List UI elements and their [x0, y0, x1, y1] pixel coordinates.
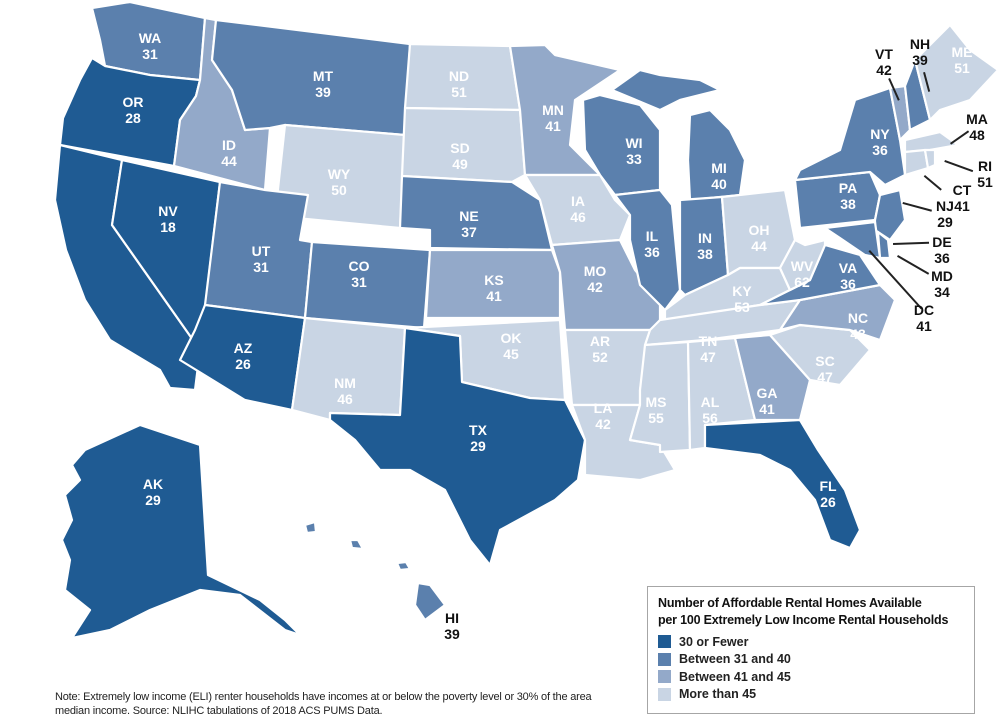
state-RI [923, 148, 937, 170]
label-ct: CT 41 [952, 182, 972, 214]
legend-title: Number of Affordable Rental Homes Availa… [658, 596, 949, 627]
label-wi: WI 33 [625, 135, 643, 167]
label-va: VA 36 [838, 260, 858, 292]
state-MD [823, 220, 882, 260]
label-co: CO 31 [348, 258, 370, 290]
label-ar: AR 52 [589, 333, 611, 365]
label-az: AZ 26 [233, 340, 253, 372]
state-MA [903, 130, 960, 154]
label-ia: IA 46 [570, 193, 586, 225]
label-mi: MI 40 [711, 160, 727, 192]
label-de: DE 36 [932, 234, 952, 266]
label-ny: NY 36 [870, 126, 890, 158]
label-md: MD 34 [931, 268, 953, 300]
state-GA [733, 333, 812, 422]
legend-item-31-40: Between 31 and 40 [658, 651, 964, 669]
label-mn: MN 41 [542, 102, 564, 134]
label-vt: VT 42 [875, 46, 893, 78]
state-HI-4 [413, 581, 447, 622]
state-MI [686, 108, 747, 202]
label-hi: HI 39 [444, 610, 460, 642]
legend-item-more-than-45: More than 45 [658, 686, 964, 704]
label-la: LA 42 [593, 400, 613, 432]
label-wv: WV 62 [790, 258, 814, 290]
label-mo: MO 42 [583, 263, 607, 295]
state-HI-3 [395, 560, 412, 572]
label-pa: PA 38 [838, 180, 858, 212]
legend-swatch [658, 687, 671, 701]
label-ks: KS 41 [484, 272, 504, 304]
state-WV [778, 238, 827, 292]
label-ne: NE 37 [459, 208, 479, 240]
label-id: ID 44 [221, 137, 237, 169]
label-tn: TN 47 [698, 333, 718, 365]
label-mt: MT 39 [312, 68, 334, 100]
state-NJ [873, 188, 907, 242]
state-SD [400, 106, 527, 184]
label-nv: NV 18 [158, 203, 178, 235]
state-HI-2 [348, 538, 365, 551]
label-in: IN 38 [697, 230, 713, 262]
state-FL [703, 418, 862, 550]
label-ok: OK 45 [500, 330, 522, 362]
label-ga: GA 41 [756, 385, 778, 417]
state-TX [328, 326, 587, 567]
label-dc: DC 41 [913, 302, 935, 334]
label-ri: RI 51 [977, 158, 993, 190]
map-legend: Number of Affordable Rental Homes Availa… [647, 586, 975, 714]
state-KS [424, 248, 562, 320]
label-ca: CA 23 [96, 390, 118, 422]
label-oh: OH 44 [748, 222, 770, 254]
legend-item-30-or-fewer: 30 or Fewer [658, 633, 964, 651]
label-wy: WY 50 [327, 166, 351, 198]
label-nj: NJ 29 [936, 198, 954, 230]
state-AK [60, 423, 302, 640]
label-il: IL 36 [644, 228, 660, 260]
legend-item-41-45: Between 41 and 45 [658, 668, 964, 686]
label-ut: UT 31 [251, 243, 271, 275]
state-MI-UP [610, 68, 722, 112]
label-me: ME 51 [951, 44, 973, 76]
label-ky: KY 53 [732, 283, 752, 315]
label-tx: TX 29 [469, 422, 487, 454]
state-ME [913, 23, 1000, 122]
source-note: Note: Extremely low income (ELI) renter … [55, 691, 592, 717]
label-sd: SD 49 [450, 140, 470, 172]
legend-swatch [658, 635, 671, 649]
label-sc: SC 47 [815, 353, 835, 385]
label-ma: MA 48 [966, 111, 988, 143]
state-MN [508, 43, 622, 177]
label-or: OR 28 [122, 94, 144, 126]
state-NY [793, 86, 907, 187]
label-nc: NC 43 [847, 310, 869, 342]
label-ms: MS 55 [645, 394, 667, 426]
label-nh: NH 39 [909, 36, 931, 68]
state-MO [550, 238, 662, 332]
label-fl: FL 26 [819, 478, 837, 510]
legend-swatch [658, 670, 671, 684]
label-al: AL 56 [700, 394, 720, 426]
state-HI-1 [303, 520, 318, 535]
label-ak: AK 29 [142, 476, 164, 508]
label-wa: WA 31 [138, 30, 162, 62]
label-nm: NM 46 [334, 375, 356, 407]
label-nd: ND 51 [448, 68, 470, 100]
legend-swatch [658, 652, 671, 666]
